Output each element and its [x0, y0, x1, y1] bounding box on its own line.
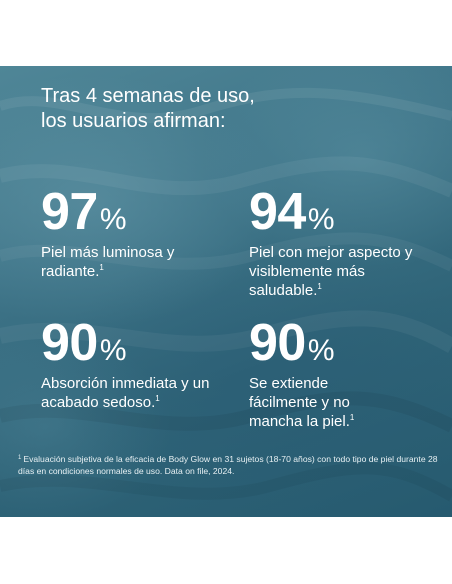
- stat-number: 90: [41, 314, 98, 372]
- footnote-text: Evaluación subjetiva de la eficacia de B…: [18, 454, 438, 476]
- stat-absorption: 90% Absorción inmediata y un acabado sed…: [41, 317, 221, 412]
- headline-line-1: Tras 4 semanas de uso,: [41, 85, 255, 107]
- stat-value-row: 97%: [41, 186, 221, 238]
- stat-luminosity: 97% Piel más luminosa y radiante.1: [41, 186, 221, 281]
- footnote-mark: 1: [155, 394, 160, 403]
- stat-value-row: 90%: [249, 317, 379, 369]
- headline: Tras 4 semanas de uso, los usuarios afir…: [41, 84, 255, 134]
- percent-sign: %: [99, 334, 127, 367]
- stat-appearance: 94% Piel con mejor aspecto y visiblement…: [249, 186, 439, 300]
- stat-description-text: Piel más luminosa y radiante.: [41, 244, 175, 280]
- stat-description: Se extiende fácilmente y no mancha la pi…: [249, 374, 379, 431]
- stat-description-text: Absorción inmediata y un acabado sedoso.: [41, 375, 210, 411]
- stat-description: Piel con mejor aspecto y visiblemente má…: [249, 243, 439, 300]
- stat-description: Piel más luminosa y radiante.1: [41, 243, 221, 281]
- footnote-mark: 1: [99, 263, 104, 272]
- stat-number: 94: [249, 183, 306, 241]
- footnote-mark: 1: [349, 413, 355, 422]
- stat-number: 97: [41, 183, 98, 241]
- percent-sign: %: [99, 203, 127, 236]
- footnote-mark: 1: [317, 282, 322, 291]
- stat-description: Absorción inmediata y un acabado sedoso.…: [41, 374, 221, 412]
- footnote-mark: 1: [18, 455, 22, 461]
- water-texture-panel: Tras 4 semanas de uso, los usuarios afir…: [0, 66, 452, 517]
- stat-number: 90: [249, 314, 306, 372]
- stat-description-text: Piel con mejor aspecto y visiblemente má…: [249, 244, 413, 299]
- stat-value-row: 90%: [41, 317, 221, 369]
- percent-sign: %: [307, 334, 335, 367]
- stat-spreadability: 90% Se extiende fácilmente y no mancha l…: [249, 317, 379, 431]
- water-ripple-texture: [0, 87, 452, 502]
- stat-description-text: Se extiende fácilmente y no mancha la pi…: [249, 375, 350, 430]
- headline-line-2: los usuarios afirman:: [41, 110, 226, 132]
- stat-value-row: 94%: [249, 186, 439, 238]
- footnote: 1 Evaluación subjetiva de la eficacia de …: [18, 453, 438, 477]
- percent-sign: %: [307, 203, 335, 236]
